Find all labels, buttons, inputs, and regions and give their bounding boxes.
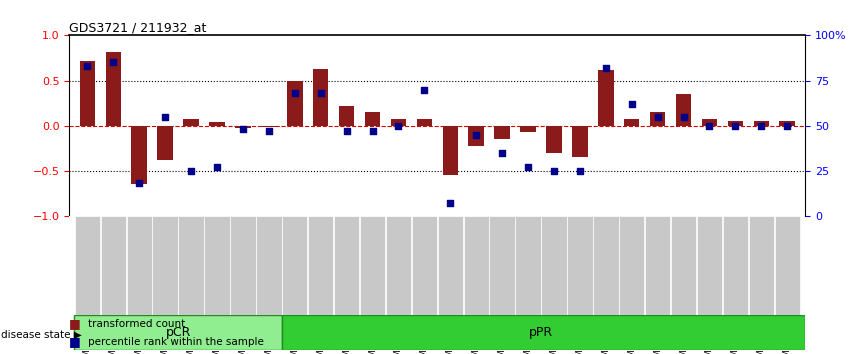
Bar: [779, 121, 795, 126]
Bar: [106, 52, 121, 126]
Bar: [515, 216, 540, 315]
Bar: [541, 216, 566, 315]
Point: [132, 181, 146, 186]
Text: ■: ■: [69, 335, 81, 348]
Point: [210, 164, 224, 170]
Bar: [385, 216, 411, 315]
Bar: [520, 126, 536, 132]
Bar: [469, 126, 484, 145]
Bar: [158, 126, 173, 160]
Point: [754, 123, 768, 129]
Point: [443, 200, 457, 206]
Text: pCR: pCR: [165, 326, 191, 339]
Bar: [178, 216, 204, 315]
Text: ■: ■: [69, 318, 81, 330]
Bar: [567, 216, 592, 315]
Bar: [365, 112, 380, 126]
Bar: [308, 216, 333, 315]
Bar: [619, 216, 644, 315]
Bar: [753, 121, 769, 126]
Point: [158, 114, 172, 119]
Bar: [281, 315, 805, 350]
Bar: [417, 119, 432, 126]
Point: [728, 123, 742, 129]
Bar: [261, 126, 276, 127]
Bar: [204, 216, 229, 315]
Point: [650, 114, 664, 119]
Point: [313, 90, 327, 96]
Point: [547, 168, 561, 174]
Bar: [132, 126, 147, 184]
Bar: [184, 119, 199, 126]
Point: [288, 90, 301, 96]
Bar: [675, 94, 691, 126]
Bar: [236, 126, 251, 129]
Bar: [645, 216, 670, 315]
Point: [495, 150, 509, 156]
Bar: [256, 216, 281, 315]
Bar: [546, 126, 562, 153]
Bar: [650, 112, 665, 126]
Point: [107, 59, 120, 65]
Point: [262, 128, 275, 134]
Bar: [391, 119, 406, 126]
Point: [624, 101, 638, 107]
Bar: [624, 119, 639, 126]
Bar: [152, 216, 178, 315]
Bar: [230, 216, 255, 315]
Bar: [313, 69, 328, 126]
Bar: [360, 216, 385, 315]
Bar: [671, 216, 696, 315]
Bar: [74, 315, 281, 350]
Point: [676, 114, 690, 119]
Point: [573, 168, 587, 174]
Bar: [774, 216, 800, 315]
Bar: [463, 216, 489, 315]
Bar: [74, 216, 100, 315]
Bar: [494, 126, 510, 139]
Point: [702, 123, 716, 129]
Bar: [339, 106, 354, 126]
Text: disease state ▶: disease state ▶: [1, 330, 81, 339]
Point: [236, 126, 250, 132]
Bar: [723, 216, 748, 315]
Point: [391, 123, 405, 129]
Bar: [701, 119, 717, 126]
Point: [81, 63, 94, 69]
Bar: [598, 70, 614, 126]
Text: pPR: pPR: [529, 326, 553, 339]
Text: GDS3721 / 211932_at: GDS3721 / 211932_at: [69, 21, 207, 34]
Bar: [282, 216, 307, 315]
Bar: [697, 216, 722, 315]
Point: [417, 87, 431, 92]
Point: [599, 65, 613, 71]
Bar: [210, 122, 225, 126]
Point: [521, 164, 535, 170]
Bar: [126, 216, 152, 315]
Bar: [443, 126, 458, 175]
Point: [365, 128, 379, 134]
Text: transformed count: transformed count: [88, 319, 185, 329]
Bar: [572, 126, 588, 157]
Bar: [334, 216, 359, 315]
Bar: [411, 216, 437, 315]
Text: percentile rank within the sample: percentile rank within the sample: [88, 337, 264, 347]
Bar: [727, 121, 743, 126]
Bar: [489, 216, 514, 315]
Bar: [287, 80, 302, 126]
Point: [339, 128, 353, 134]
Point: [184, 168, 198, 174]
Bar: [593, 216, 618, 315]
Point: [469, 132, 483, 137]
Point: [780, 123, 794, 129]
Bar: [100, 216, 126, 315]
Bar: [748, 216, 774, 315]
Bar: [437, 216, 463, 315]
Bar: [80, 61, 95, 126]
